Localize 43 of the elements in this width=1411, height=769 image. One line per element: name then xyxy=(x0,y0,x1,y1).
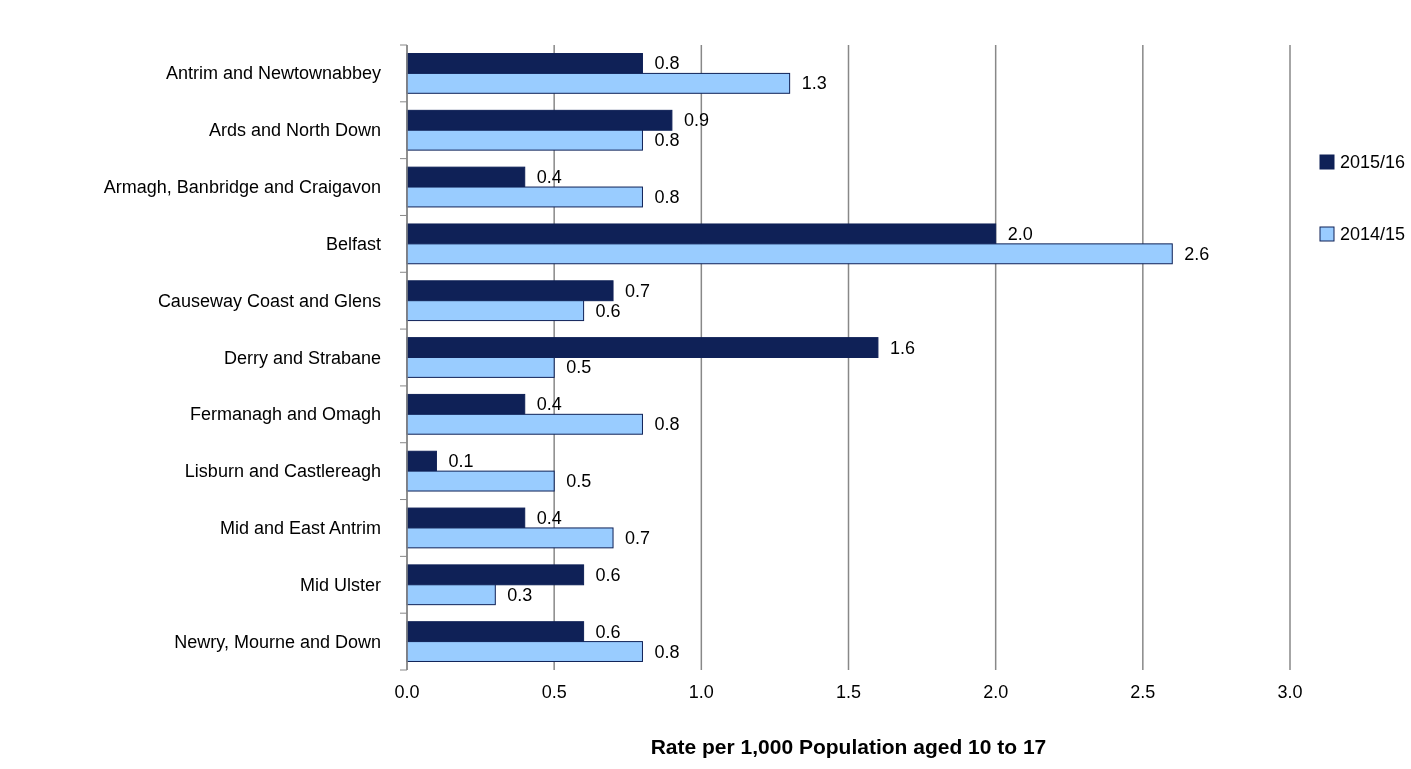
y-tick-label: Causeway Coast and Glens xyxy=(157,290,381,311)
data-label: 0.8 xyxy=(654,641,680,662)
x-tick-label: 0.5 xyxy=(541,682,567,702)
x-tick-label: 2.0 xyxy=(983,682,1009,702)
legend-label: 2015/16 xyxy=(1340,152,1406,172)
y-tick-label: Fermanagh and Omagh xyxy=(189,404,381,425)
x-tick-label: 3.0 xyxy=(1277,682,1303,702)
data-label: 0.1 xyxy=(448,451,474,472)
data-label: 0.8 xyxy=(654,53,680,74)
y-tick-label: Derry and Strabane xyxy=(223,347,381,368)
data-label: 0.8 xyxy=(654,130,680,151)
x-tick-label: 1.5 xyxy=(835,682,862,702)
y-tick-label: Mid and East Antrim xyxy=(219,517,381,538)
legend-label: 2014/15 xyxy=(1340,224,1406,244)
data-label: 0.9 xyxy=(683,110,709,131)
data-label: 0.3 xyxy=(507,584,533,605)
data-label: 1.3 xyxy=(801,73,827,94)
data-label: 0.7 xyxy=(625,280,651,301)
y-tick-label: Belfast xyxy=(325,233,381,254)
x-tick-label: 1.0 xyxy=(688,682,714,702)
y-tick-label: Newry, Mourne and Down xyxy=(174,631,381,652)
data-label: 0.5 xyxy=(566,471,592,492)
x-tick-label: 2.5 xyxy=(1130,682,1156,702)
y-tick-label: Armagh, Banbridge and Craigavon xyxy=(103,177,381,198)
data-label: 0.5 xyxy=(566,357,592,378)
data-label: 0.4 xyxy=(536,508,562,529)
y-tick-label: Antrim and Newtownabbey xyxy=(165,63,381,84)
data-label: 0.8 xyxy=(654,186,680,207)
data-label: 1.6 xyxy=(889,337,915,358)
data-label: 0.8 xyxy=(654,414,680,435)
data-label: 2.0 xyxy=(1007,223,1033,244)
data-label: 0.6 xyxy=(595,564,621,585)
y-tick-label: Mid Ulster xyxy=(299,574,381,595)
data-label: 0.6 xyxy=(595,621,621,642)
data-label: 0.6 xyxy=(595,300,621,321)
x-tick-label: 0.0 xyxy=(394,682,420,702)
data-label: 0.7 xyxy=(625,527,651,548)
data-label: 0.4 xyxy=(536,167,562,188)
y-tick-label: Ards and North Down xyxy=(208,120,381,141)
data-label: 0.4 xyxy=(536,394,562,415)
x-axis-title: Rate per 1,000 Population aged 10 to 17 xyxy=(650,735,1047,758)
data-label: 2.6 xyxy=(1184,243,1210,264)
y-tick-label: Lisburn and Castlereagh xyxy=(184,461,381,482)
